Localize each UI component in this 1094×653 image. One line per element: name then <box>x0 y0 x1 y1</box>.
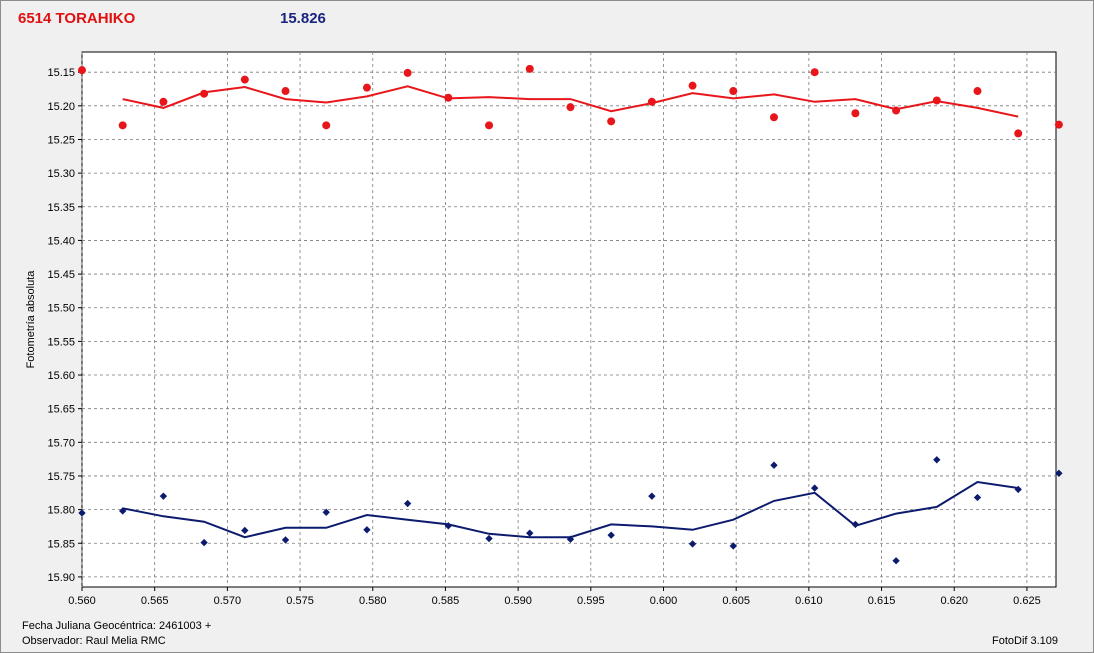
x-tick-label: 0.605 <box>722 595 750 607</box>
y-tick-label: 15.75 <box>47 471 75 483</box>
plot-area <box>81 51 1057 588</box>
x-tick-label: 0.615 <box>868 595 896 607</box>
red-data-point <box>200 89 209 98</box>
y-tick-label: 15.35 <box>47 202 75 214</box>
blue-data-point <box>933 456 941 464</box>
blue-data-point <box>526 529 534 537</box>
y-tick-label: 15.65 <box>47 404 75 416</box>
red-data-point <box>444 93 453 102</box>
red-data-point <box>159 97 168 106</box>
red-data-point <box>932 96 941 105</box>
x-tick-label: 0.590 <box>504 595 532 607</box>
red-data-point <box>322 121 331 130</box>
y-tick-label: 15.90 <box>47 572 75 584</box>
y-tick-label: 15.25 <box>47 134 75 146</box>
blue-data-point <box>403 499 412 508</box>
red-data-point <box>769 113 778 122</box>
blue-data-point <box>281 536 290 544</box>
julian-date-label: Fecha Juliana Geocéntrica: 2461003 + <box>22 620 212 632</box>
red-data-point <box>688 81 697 90</box>
red-data-point <box>973 87 982 96</box>
x-tick-label: 0.625 <box>1013 595 1041 607</box>
y-tick-label: 15.30 <box>47 168 75 180</box>
y-tick-label: 15.80 <box>47 505 75 517</box>
red-data-point <box>607 117 616 126</box>
y-tick-label: 15.20 <box>47 101 75 113</box>
object-name-title: 6514 TORAHIKO <box>18 10 136 27</box>
blue-data-point <box>648 492 656 500</box>
y-tick-label: 15.55 <box>47 336 75 348</box>
blue-data-point <box>485 534 493 543</box>
x-tick-label: 0.600 <box>650 595 678 607</box>
software-version-label: FotoDif 3.109 <box>992 635 1059 647</box>
blue-data-point <box>973 493 982 502</box>
blue-data-point <box>159 492 168 500</box>
red-series-line <box>122 85 1019 118</box>
x-tick-label: 0.585 <box>432 595 460 607</box>
blue-data-point <box>811 484 819 492</box>
y-tick-label: 15.50 <box>47 303 75 315</box>
red-data-point <box>118 121 127 130</box>
y-tick-label: 15.85 <box>47 538 75 550</box>
red-data-point <box>647 97 656 106</box>
red-data-point <box>78 66 86 75</box>
y-tick-label: 15.15 <box>47 67 75 79</box>
magnitude-value: 15.826 <box>280 10 326 27</box>
red-data-point <box>281 87 290 96</box>
x-tick-label: 0.580 <box>359 595 387 607</box>
y-tick-label: 15.40 <box>47 235 75 247</box>
blue-data-point <box>444 522 453 530</box>
red-data-point <box>240 75 249 84</box>
red-data-point <box>525 64 534 73</box>
blue-data-point <box>607 531 615 539</box>
red-data-point <box>403 68 412 77</box>
x-tick-label: 0.620 <box>940 595 968 607</box>
blue-data-point <box>363 526 371 534</box>
red-data-point <box>729 87 738 96</box>
red-data-point <box>362 83 371 92</box>
x-tick-label: 0.595 <box>577 595 605 607</box>
y-tick-label: 15.70 <box>47 437 75 449</box>
y-tick-label: 15.45 <box>47 269 75 281</box>
x-tick-label: 0.575 <box>286 595 314 607</box>
x-tick-label: 0.570 <box>214 595 242 607</box>
x-tick-label: 0.610 <box>795 595 823 607</box>
y-axis-label: Fotometría absoluta <box>25 270 37 369</box>
blue-data-point <box>688 540 697 548</box>
red-data-point <box>1054 120 1063 129</box>
x-tick-label: 0.565 <box>141 595 169 607</box>
red-data-point <box>892 106 901 115</box>
y-tick-label: 15.60 <box>47 370 75 382</box>
red-data-point <box>485 121 494 130</box>
blue-data-point <box>1014 485 1022 494</box>
red-data-point <box>566 103 575 112</box>
blue-data-point <box>892 557 900 565</box>
blue-data-point <box>729 542 737 550</box>
red-data-point <box>1014 129 1023 138</box>
red-data-point <box>810 68 819 77</box>
red-data-point <box>851 109 860 118</box>
observer-label: Observador: Raul Melia RMC <box>22 635 166 647</box>
blue-data-point <box>566 535 575 543</box>
blue-data-point <box>322 508 330 516</box>
blue-data-point <box>851 520 860 529</box>
x-tick-label: 0.560 <box>68 595 96 607</box>
blue-data-point <box>770 461 778 469</box>
